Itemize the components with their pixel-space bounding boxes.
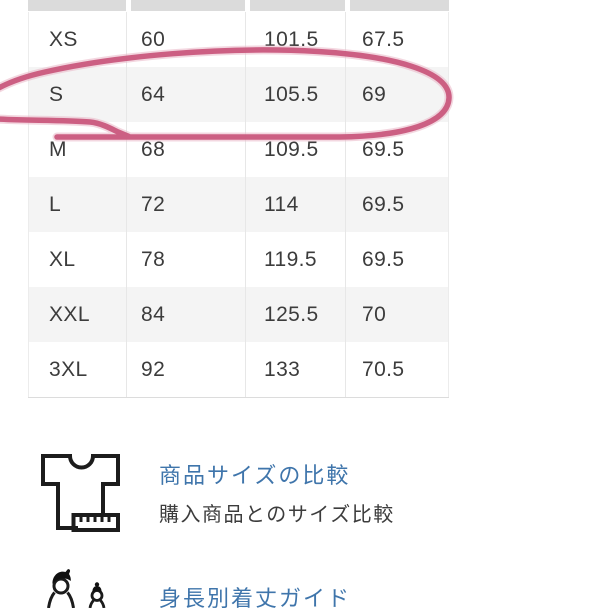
value-cell: 119.5 <box>245 232 345 287</box>
size-table-body: XS 60 101.5 67.5 S 64 105.5 69 M 68 109.… <box>28 12 449 398</box>
table-row: XL 78 119.5 69.5 <box>28 232 449 287</box>
table-row: XXL 84 125.5 70 <box>28 287 449 342</box>
size-cell: S <box>28 67 126 122</box>
value-cell: 92 <box>126 342 245 397</box>
size-cell: XS <box>28 12 126 67</box>
value-cell: 105.5 <box>245 67 345 122</box>
size-cell: L <box>28 177 126 232</box>
value-cell: 133 <box>245 342 345 397</box>
size-cell: M <box>28 122 126 177</box>
adult-child-icon <box>47 569 106 608</box>
height-length-guide-link[interactable]: 身長別着丈ガイド <box>159 586 352 608</box>
table-row: 3XL 92 133 70.5 <box>28 342 449 397</box>
table-row: S 64 105.5 69 <box>28 67 449 122</box>
header-cell <box>250 0 345 11</box>
size-table: XS 60 101.5 67.5 S 64 105.5 69 M 68 109.… <box>28 0 449 398</box>
table-row: M 68 109.5 69.5 <box>28 122 449 177</box>
table-row: L 72 114 69.5 <box>28 177 449 232</box>
value-cell: 60 <box>126 12 245 67</box>
value-cell: 70.5 <box>345 342 449 397</box>
value-cell: 64 <box>126 67 245 122</box>
size-cell: 3XL <box>28 342 126 397</box>
value-cell: 69.5 <box>345 232 449 287</box>
size-cell: XL <box>28 232 126 287</box>
header-cell <box>350 0 449 11</box>
product-size-comparison-link[interactable]: 商品サイズの比較 <box>159 463 351 488</box>
value-cell: 125.5 <box>245 287 345 342</box>
value-cell: 78 <box>126 232 245 287</box>
value-cell: 70 <box>345 287 449 342</box>
value-cell: 101.5 <box>245 12 345 67</box>
table-row: XS 60 101.5 67.5 <box>28 12 449 67</box>
value-cell: 68 <box>126 122 245 177</box>
value-cell: 69 <box>345 67 449 122</box>
value-cell: 109.5 <box>245 122 345 177</box>
table-header-strip <box>28 0 449 11</box>
product-size-comparison-description: 購入商品とのサイズ比較 <box>159 504 395 526</box>
value-cell: 69.5 <box>345 122 449 177</box>
value-cell: 84 <box>126 287 245 342</box>
header-cell <box>131 0 245 11</box>
value-cell: 67.5 <box>345 12 449 67</box>
header-cell <box>28 0 126 11</box>
tshirt-ruler-icon <box>41 454 120 532</box>
size-cell: XXL <box>28 287 126 342</box>
value-cell: 114 <box>245 177 345 232</box>
value-cell: 69.5 <box>345 177 449 232</box>
value-cell: 72 <box>126 177 245 232</box>
